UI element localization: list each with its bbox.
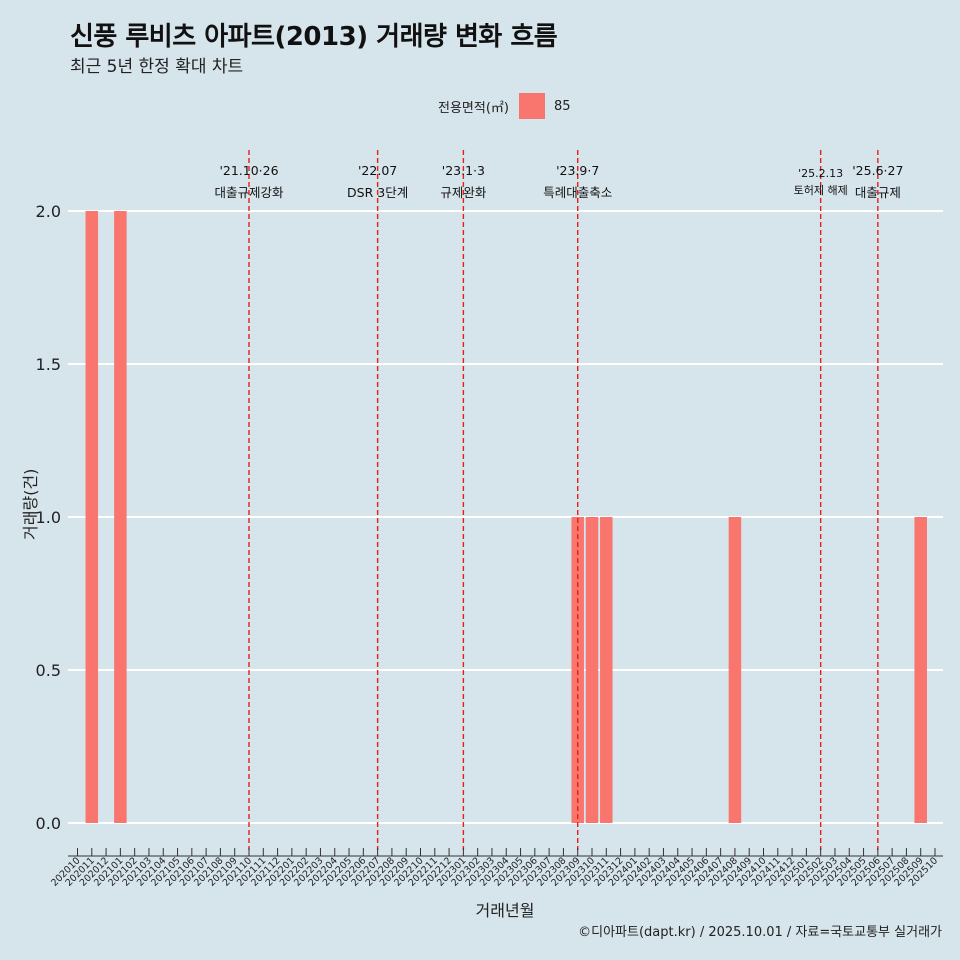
event-name-label: 대출규제강화 xyxy=(214,185,284,200)
y-axis-label: 거래량(건) xyxy=(21,468,40,540)
event-name-label: 특례대출축소 xyxy=(543,185,612,200)
event-date-label: '21.10·26 xyxy=(219,163,278,178)
y-tick-label: 1.5 xyxy=(36,355,61,374)
bar xyxy=(728,517,742,823)
event-name-label: DSR 3단계 xyxy=(347,185,408,200)
y-tick-label: 1.0 xyxy=(36,508,61,527)
y-tick-label: 0.0 xyxy=(36,814,61,833)
bar xyxy=(914,517,927,823)
event-date-label: '25.2.13 xyxy=(798,167,843,180)
bar xyxy=(85,211,99,823)
x-axis-label: 거래년월 xyxy=(475,901,535,920)
event-name-label: 규제완화 xyxy=(440,185,487,200)
event-date-label: '25.6·27 xyxy=(852,163,903,178)
bar xyxy=(600,517,613,823)
legend: 전용면적(㎡) 85 xyxy=(438,93,571,119)
chart-title: 신풍 루비츠 아파트(2013) 거래량 변화 흐름 xyxy=(70,22,558,52)
event-name-label: 토허제 해제 xyxy=(794,183,848,197)
legend-swatch xyxy=(518,93,545,119)
event-date-label: '22.07 xyxy=(358,163,397,178)
event-name-label: 대출규제 xyxy=(855,185,901,200)
y-tick-label: 0.5 xyxy=(36,661,61,680)
y-tick-label: 2.0 xyxy=(36,202,61,221)
event-date-label: '23.9·7 xyxy=(556,163,599,178)
source-caption: ©디아파트(dapt.kr) / 2025.10.01 / 자료=국토교통부 실… xyxy=(578,925,942,940)
event-date-label: '23.1·3 xyxy=(442,163,485,178)
chart-subtitle: 최근 5년 한정 확대 차트 xyxy=(70,57,244,77)
bar xyxy=(585,517,599,823)
legend-title: 전용면적(㎡) xyxy=(438,100,509,116)
legend-entry: 85 xyxy=(553,98,571,114)
bar xyxy=(114,211,127,823)
